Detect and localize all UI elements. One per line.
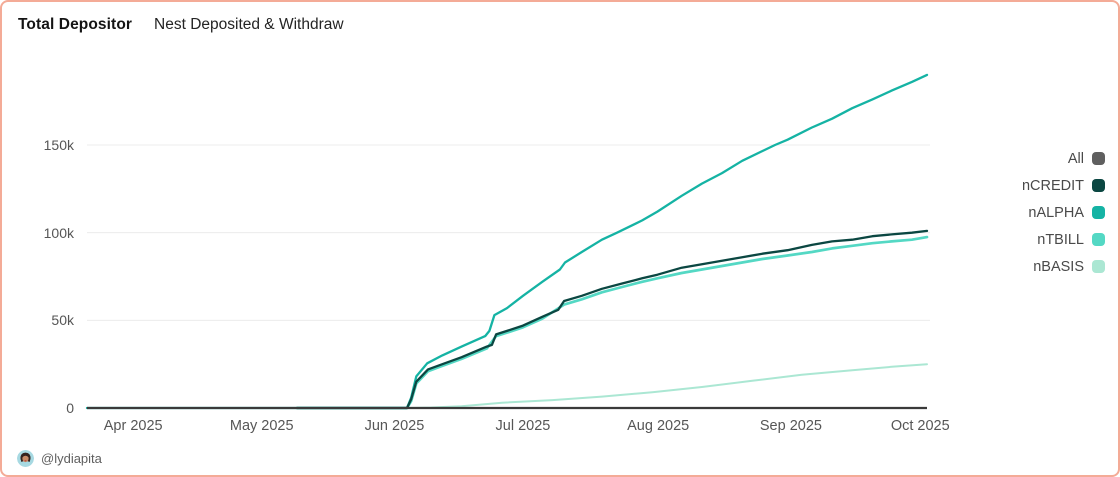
chart-subtitle: Nest Deposited & Withdraw <box>154 16 344 33</box>
y-tick-label: 0 <box>66 400 74 416</box>
x-tick-label: May 2025 <box>229 418 294 434</box>
legend-label: nCREDIT <box>1021 177 1084 194</box>
legend-item-nCREDIT[interactable]: nCREDIT <box>1022 172 1105 199</box>
x-tick-label: Jul 2025 <box>495 418 551 434</box>
x-tick-label: Sep 2025 <box>759 418 822 434</box>
author-handle-link[interactable]: @lydiapita <box>41 451 102 466</box>
legend-label: nBASIS <box>1033 258 1084 275</box>
series-line-nALPHA <box>85 73 929 410</box>
author-avatar <box>17 450 34 467</box>
series-line-nTBILL <box>295 235 929 410</box>
y-tick-label: 50k <box>51 312 74 329</box>
legend-item-nBASIS[interactable]: nBASIS <box>1022 253 1105 280</box>
x-tick-label: Apr 2025 <box>103 418 163 434</box>
legend-label: nTBILL <box>1037 231 1084 248</box>
chart-title: Total Depositor <box>18 16 133 33</box>
legend-label: nALPHA <box>1028 204 1084 221</box>
legend-swatch-icon <box>1092 152 1105 165</box>
legend-item-nALPHA[interactable]: nALPHA <box>1022 199 1105 226</box>
attribution-footer: @lydiapita <box>17 450 102 467</box>
y-tick-label: 100k <box>43 224 74 241</box>
y-tick-label: 150k <box>43 137 74 153</box>
legend-swatch-icon <box>1092 206 1105 219</box>
legend-label: All <box>1067 150 1084 167</box>
series-line-nCREDIT <box>295 229 929 410</box>
avatar-image-icon <box>17 450 34 467</box>
legend-swatch-icon <box>1092 260 1105 273</box>
series-line-nBASIS <box>406 363 928 409</box>
chart-header: Total Depositor Nest Deposited & Withdra… <box>18 16 344 34</box>
legend-swatch-icon <box>1092 233 1105 246</box>
legend-item-All[interactable]: All <box>1022 145 1105 172</box>
x-tick-label: Oct 2025 <box>890 418 950 434</box>
legend-item-nTBILL[interactable]: nTBILL <box>1022 226 1105 253</box>
legend-swatch-icon <box>1092 179 1105 192</box>
x-tick-label: Jun 2025 <box>364 418 425 434</box>
chart-legend: All nCREDIT nALPHA nTBILL nBASIS <box>1022 145 1105 280</box>
x-tick-label: Aug 2025 <box>627 418 690 434</box>
